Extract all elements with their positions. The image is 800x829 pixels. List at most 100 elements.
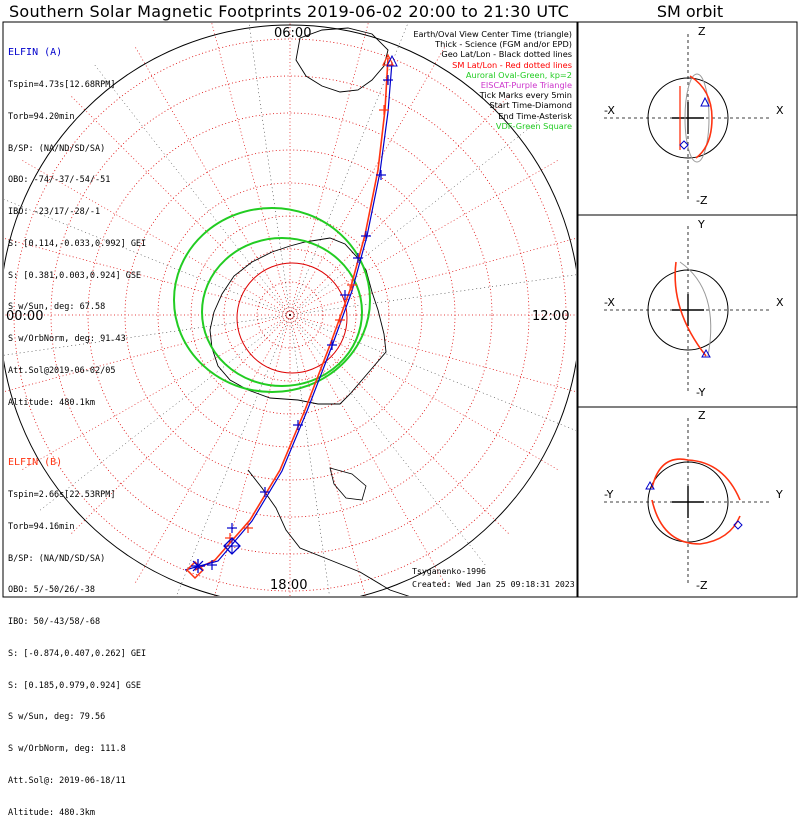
model-label: Tsyganenko-1996 — [412, 566, 486, 576]
sm-lon-line — [289, 314, 446, 584]
orbit2-top-label: Y — [698, 218, 705, 231]
elfin-b-line: S w/Sun, deg: 79.56 — [8, 712, 106, 723]
earth-circle — [647, 269, 729, 351]
orbit-a-diamond — [733, 520, 743, 530]
orbit2-right-label: X — [776, 296, 784, 309]
auroral-oval-inner — [201, 237, 363, 387]
elfin-a-line: Torb=94.20min — [8, 111, 75, 122]
elfin-b-start-diamond — [185, 560, 205, 580]
orbit3-left-label: -Y — [604, 488, 614, 501]
sm-lon-line — [21, 314, 291, 471]
elfin-b-line: Tspin=2.66s[22.53RPM] — [8, 489, 116, 500]
island-coast — [329, 467, 367, 501]
elfin-a-info: ELFIN (A) Tspin=4.73s[12.68RPM] Torb=94.… — [8, 27, 146, 419]
elfin-b-line: S: [0.185,0.979,0.924] GSE — [8, 680, 142, 691]
sm-lon-line — [289, 23, 369, 316]
sm-lon-line — [70, 314, 291, 535]
sm-lat-circle — [13, 38, 567, 592]
sm-lon-line — [289, 314, 576, 392]
orbit-a-triangle — [701, 348, 711, 358]
map-boundary — [4, 24, 576, 596]
australia-coast — [295, 27, 389, 93]
elfin-a-line: S w/Sun, deg: 67.58 — [8, 302, 106, 313]
orbit-a-diamond — [679, 140, 689, 150]
sm-lon-line — [21, 159, 291, 316]
sm-lon-line — [70, 95, 291, 316]
sm-lon-line — [289, 314, 559, 471]
elfin-a-line: S w/OrbNorm, deg: 91.43 — [8, 334, 126, 345]
orbit3-top-label: Z — [698, 409, 706, 422]
legend-entry: Geo Lat/Lon - Black dotted lines — [441, 49, 572, 60]
created-label: Created: Wed Jan 25 09:18:31 2023 — [412, 579, 575, 589]
elfin-a-line: Tspin=4.73s[12.68RPM] — [8, 79, 116, 90]
polar-map — [4, 23, 576, 596]
legend-entry: VDF-Green Square — [495, 120, 572, 131]
sm-lon-line — [289, 314, 510, 535]
sm-lat-circle — [223, 248, 357, 382]
elfin-b-line: S w/OrbNorm, deg: 111.8 — [8, 744, 126, 755]
elfin-a-end-asterisk — [192, 560, 204, 572]
orbit-b-arc — [651, 499, 741, 545]
elfin-b-line: Att.Sol@: 2019-06-18/11 — [8, 776, 126, 786]
elfin-b-line: OBO: 5/-50/26/-38 — [8, 585, 95, 596]
orbit1-bottom-label: -Z — [696, 194, 708, 207]
legend: Earth/Oval View Center Time (triangle) T… — [413, 29, 572, 131]
orbit1-right-label: X — [776, 104, 784, 117]
elfin-a-line: OBO: -74/-37/-54/-51 — [8, 175, 111, 186]
elfin-b-track — [194, 57, 389, 571]
sm-lon-line — [289, 95, 510, 316]
figure-title: Southern Solar Magnetic Footprints 2019-… — [8, 2, 570, 21]
elfin-a-line: Altitude: 480.1km — [8, 397, 95, 408]
orbit-b-arc — [674, 261, 707, 357]
orbit1-top-label: Z — [698, 25, 706, 38]
sm-lon-line — [211, 23, 291, 316]
orbit1-left-label: -X — [604, 104, 615, 117]
orbit-title: SM orbit — [656, 2, 724, 21]
orbit-b-arc — [651, 458, 741, 501]
sm-lon-line — [289, 159, 559, 316]
legend-entry: EISCAT-Purple Triangle — [480, 80, 572, 91]
sm-lon-line — [134, 314, 291, 584]
geo-lon-line — [289, 117, 543, 316]
sm-lat-circle — [87, 112, 493, 518]
legend-entry: SM Lat/Lon - Red dotted lines — [452, 59, 572, 70]
elfin-b-info: ELFIN (B) Tspin=2.66s[22.53RPM] Torb=94.… — [8, 437, 146, 829]
mlt-label-left: 00:00 — [6, 309, 44, 324]
geo-lon-line — [289, 314, 488, 568]
legend-entry: Earth/Oval View Center Time (triangle) — [413, 29, 572, 39]
orbit-a-triangle — [700, 96, 710, 107]
elfin-a-line: IBO: -23/17/-28/-1 — [8, 207, 101, 218]
figure-canvas — [2, 21, 798, 598]
elfin-b-line: B/SP: (NA/ND/SD/SA) — [8, 553, 106, 564]
geo-lon-line — [289, 274, 576, 316]
geo-lon-line — [248, 23, 291, 316]
map-frame — [2, 21, 578, 598]
elfin-a-line: S: [0.114,-0.033,0.992] GEI — [8, 238, 147, 249]
orbit-frame — [577, 21, 798, 598]
elfin-a-name: ELFIN (A) — [8, 47, 63, 59]
orbit-gray — [679, 261, 712, 357]
orbit3-right-label: Y — [776, 488, 783, 501]
sm-lon-line — [289, 46, 446, 316]
sm-lat-circle — [256, 281, 324, 349]
pole-circle — [236, 262, 348, 374]
orbit-panels — [604, 34, 772, 586]
geo-lon-line — [4, 314, 291, 356]
elfin-a-center-triangle — [386, 54, 398, 67]
legend-entry: Auroral Oval-Green, kp=2 — [465, 69, 572, 80]
geo-lon-line — [4, 199, 291, 316]
geo-lon-line — [289, 314, 330, 596]
elfin-b-line: Torb=94.16min — [8, 521, 75, 532]
auroral-oval-outer — [173, 207, 371, 393]
mlt-label-top: 06:00 — [274, 26, 312, 41]
legend-entry: Thick - Science (FGM and/or EPD) — [435, 39, 572, 50]
elfin-b-line: S: [-0.874,0.407,0.262] GEI — [8, 648, 147, 659]
geo-lon-line — [289, 23, 409, 316]
legend-entry: Tick Marks every 5min — [479, 90, 572, 101]
sm-lon-line — [289, 314, 366, 596]
legend-entry: End Time-Asterisk — [498, 110, 572, 121]
legend-entry: Start Time-Diamond — [489, 100, 572, 111]
sm-lon-line — [289, 238, 576, 316]
elfin-b-line: Altitude: 480.3km — [8, 807, 95, 818]
sm-lon-line — [4, 238, 291, 316]
